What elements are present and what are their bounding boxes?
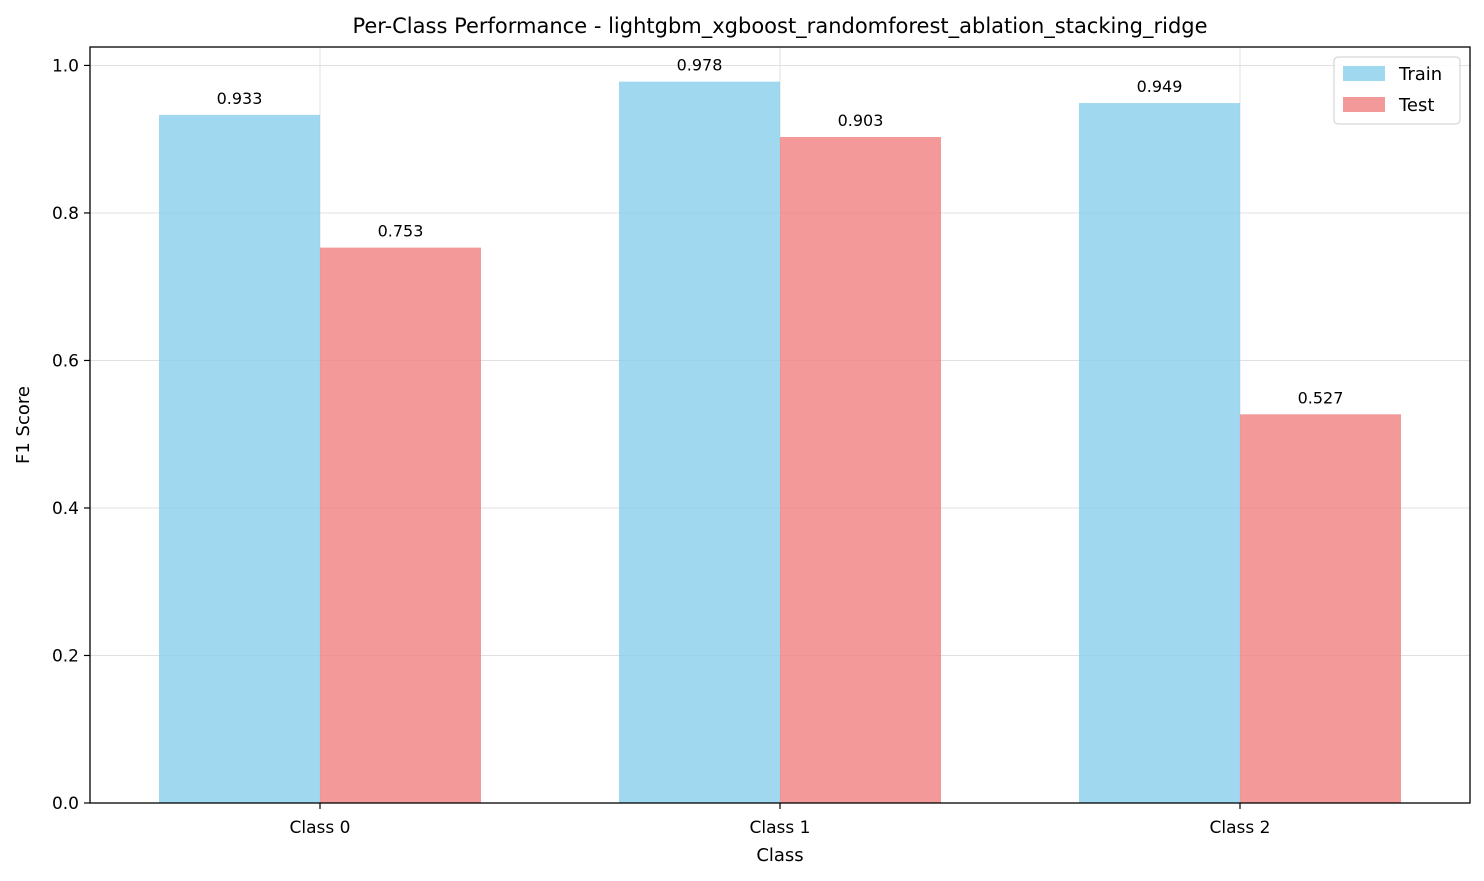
y-axis: 0.0 0.2 0.4 0.6 0.8 1.0 xyxy=(52,56,90,814)
data-label-train-1: 0.978 xyxy=(677,56,723,75)
bar-test-0 xyxy=(320,247,481,804)
y-tick-label: 0.6 xyxy=(52,351,79,371)
y-tick-label: 0.0 xyxy=(52,794,79,814)
data-label-train-2: 0.949 xyxy=(1137,77,1183,96)
legend-label-test: Test xyxy=(1398,95,1434,116)
data-label-test-2: 0.527 xyxy=(1298,388,1344,407)
y-axis-label: F1 Score xyxy=(13,386,34,464)
bar-test-1 xyxy=(780,136,941,804)
bar-train-1 xyxy=(619,81,780,804)
data-label-test-0: 0.753 xyxy=(378,222,424,241)
bar-train-2 xyxy=(1079,103,1240,804)
x-tick-label: Class 2 xyxy=(1210,818,1271,838)
bars xyxy=(159,81,1401,804)
y-tick-label: 0.4 xyxy=(52,499,79,519)
x-axis: Class 0 Class 1 Class 2 xyxy=(290,803,1271,838)
x-axis-label: Class xyxy=(756,845,803,866)
legend-swatch-test xyxy=(1343,97,1385,112)
bar-train-0 xyxy=(159,114,320,804)
legend-label-train: Train xyxy=(1398,64,1442,85)
chart-title: Per-Class Performance - lightgbm_xgboost… xyxy=(352,14,1207,39)
data-label-test-1: 0.903 xyxy=(838,111,884,130)
y-tick-label: 0.8 xyxy=(52,204,79,224)
x-tick-label: Class 1 xyxy=(750,818,811,838)
y-tick-label: 1.0 xyxy=(52,56,79,76)
y-tick-label: 0.2 xyxy=(52,646,79,666)
data-label-train-0: 0.933 xyxy=(217,89,263,108)
data-labels: 0.933 0.978 0.949 0.753 0.903 0.527 xyxy=(217,56,1344,408)
legend-swatch-train xyxy=(1343,66,1385,81)
x-tick-label: Class 0 xyxy=(290,818,351,838)
legend: Train Test xyxy=(1333,56,1461,125)
bar-test-2 xyxy=(1240,414,1401,803)
